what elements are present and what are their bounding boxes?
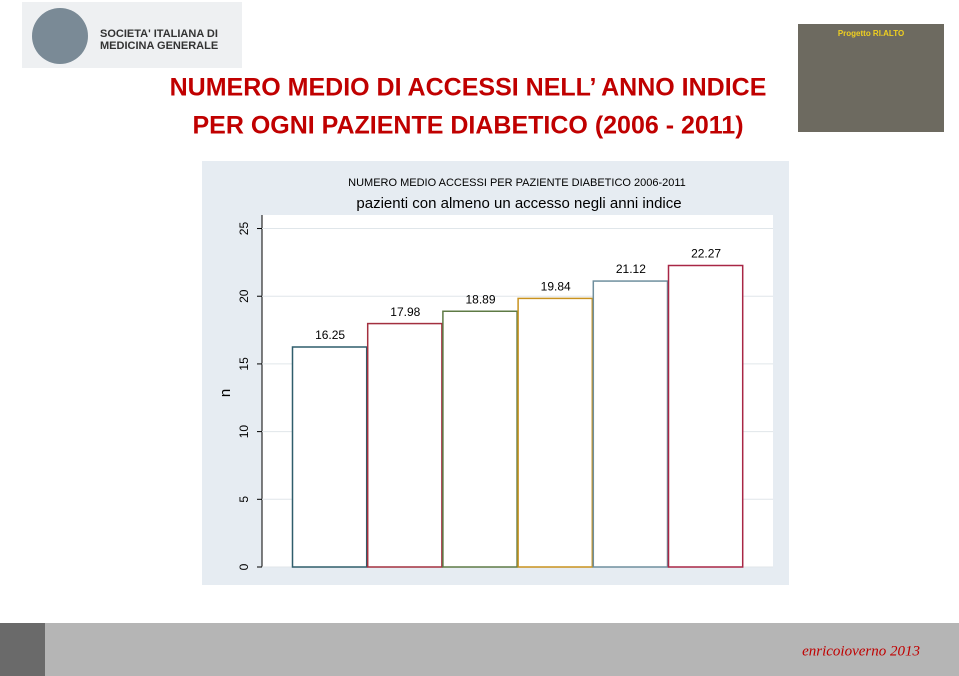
slide-title: PER OGNI PAZIENTE DIABETICO (2006 - 2011… bbox=[192, 112, 743, 140]
photo bbox=[798, 24, 944, 132]
logo-text: SOCIETA' ITALIANA DI bbox=[100, 28, 218, 40]
bar bbox=[667, 264, 744, 568]
value-label: 16.25 bbox=[315, 328, 345, 342]
plot: 0 5 10 15 20 25 16.25 17.98 18.89 19.84 21.12 22.27 bbox=[237, 222, 773, 570]
value-label: 19.84 bbox=[541, 280, 571, 294]
y-tick-label: 5 bbox=[237, 496, 251, 503]
value-label: 18.89 bbox=[465, 292, 495, 306]
y-axis-label: n bbox=[217, 389, 234, 397]
value-label: 22.27 bbox=[691, 247, 721, 261]
y-tick-label: 20 bbox=[237, 289, 251, 303]
value-label: 21.12 bbox=[616, 262, 646, 276]
logo-text: MEDICINA GENERALE bbox=[100, 40, 218, 52]
bar bbox=[366, 322, 443, 568]
chart-title: NUMERO MEDIO ACCESSI PER PAZIENTE DIABET… bbox=[348, 177, 686, 189]
y-tick-label: 0 bbox=[237, 563, 251, 570]
bar bbox=[592, 280, 669, 568]
y-tick-label: 15 bbox=[237, 357, 251, 371]
footer-bar bbox=[0, 623, 959, 676]
footer-logo bbox=[0, 623, 45, 676]
value-label: 17.98 bbox=[390, 305, 420, 319]
logo-emblem bbox=[32, 8, 88, 64]
bar bbox=[517, 297, 594, 568]
photo-label: Progetto RI.ALTO bbox=[838, 29, 904, 38]
slide-title: NUMERO MEDIO DI ACCESSI NELL’ ANNO INDIC… bbox=[170, 74, 767, 102]
bar bbox=[442, 310, 518, 568]
footer-text: enricoioverno 2013 bbox=[802, 643, 920, 659]
y-tick-label: 25 bbox=[237, 222, 251, 236]
bar bbox=[291, 346, 368, 568]
y-tick-label: 10 bbox=[237, 425, 251, 439]
chart-subtitle: pazienti con almeno un accesso negli ann… bbox=[356, 195, 681, 212]
